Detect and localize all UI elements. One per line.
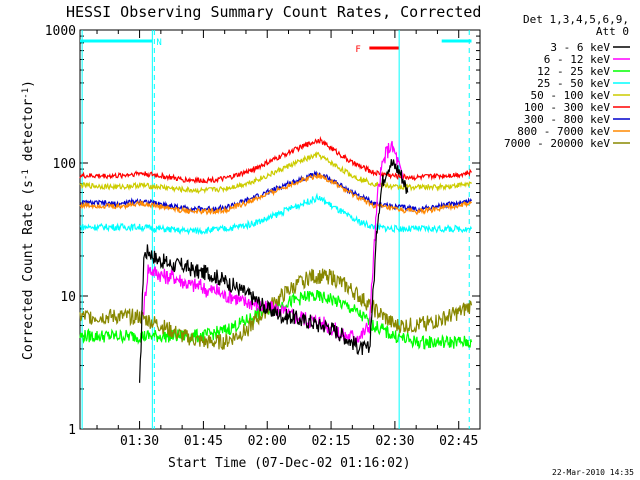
y-axis-label-sup2: -1 [21, 88, 31, 99]
chart-title: HESSI Observing Summary Count Rates, Cor… [66, 3, 481, 21]
annotation-bar-label: F [355, 45, 360, 55]
series-line-3 [79, 192, 473, 236]
series-line-6 [79, 170, 473, 214]
y-tick-label: 1000 [45, 24, 76, 39]
x-tick-label: 02:30 [375, 434, 414, 449]
legend-entry-label: 12 - 25 keV [537, 65, 610, 78]
y-tick-label: 10 [60, 290, 76, 305]
x-tick-label: 02:15 [311, 434, 350, 449]
annotation-bars: NF [80, 38, 472, 55]
series-line-1 [143, 140, 404, 344]
series-line-5 [79, 135, 473, 184]
x-tick-label: 02:45 [439, 434, 478, 449]
axes: 01:30 01:45 02:00 02:15 02:30 02:45 1 10 100 1000 [45, 24, 480, 449]
series-line-0 [139, 159, 409, 383]
legend-entry-label: 800 - 7000 keV [517, 125, 610, 138]
x-tick-label: 02:00 [248, 434, 287, 449]
legend-entry-label: 300 - 800 keV [524, 113, 610, 126]
legend-entry-label: 3 - 6 keV [550, 41, 610, 54]
timestamp: 22-Mar-2010 14:35 [552, 468, 634, 477]
y-tick-label: 100 [53, 157, 76, 172]
legend-entry-label: 6 - 12 keV [544, 53, 611, 66]
legend-entry-label: 25 - 50 keV [537, 77, 610, 90]
x-tick-label: 01:45 [184, 434, 223, 449]
legend-header-line: Det 1,3,4,5,6,9, [523, 13, 629, 26]
y-axis-label: Corrected Count Rate (s-1 detector-1) [21, 80, 36, 360]
y-tick-label: 1 [68, 423, 76, 438]
annotation-bar-label: N [156, 38, 161, 48]
series-line-4 [79, 151, 473, 195]
series-lines [79, 135, 473, 383]
series-line-7 [79, 172, 473, 216]
legend-entry-label: 100 - 300 keV [524, 101, 610, 114]
plot-area [79, 29, 481, 430]
y-axis-label-suffix: ) [21, 80, 36, 88]
x-tick-label: 01:30 [120, 434, 159, 449]
legend-header-line: Att 0 [596, 25, 629, 38]
legend-entry-label: 50 - 100 keV [531, 89, 611, 102]
y-axis-label-sup1: -1 [21, 169, 31, 180]
y-axis-label-mid: detector [21, 99, 36, 170]
legend-entry-label: 7000 - 20000 keV [504, 137, 610, 150]
y-axis-label-prefix: Corrected Count Rate (s [21, 180, 36, 360]
x-axis-label: Start Time (07-Dec-02 01:16:02) [168, 456, 411, 471]
plot-frame [79, 29, 481, 430]
